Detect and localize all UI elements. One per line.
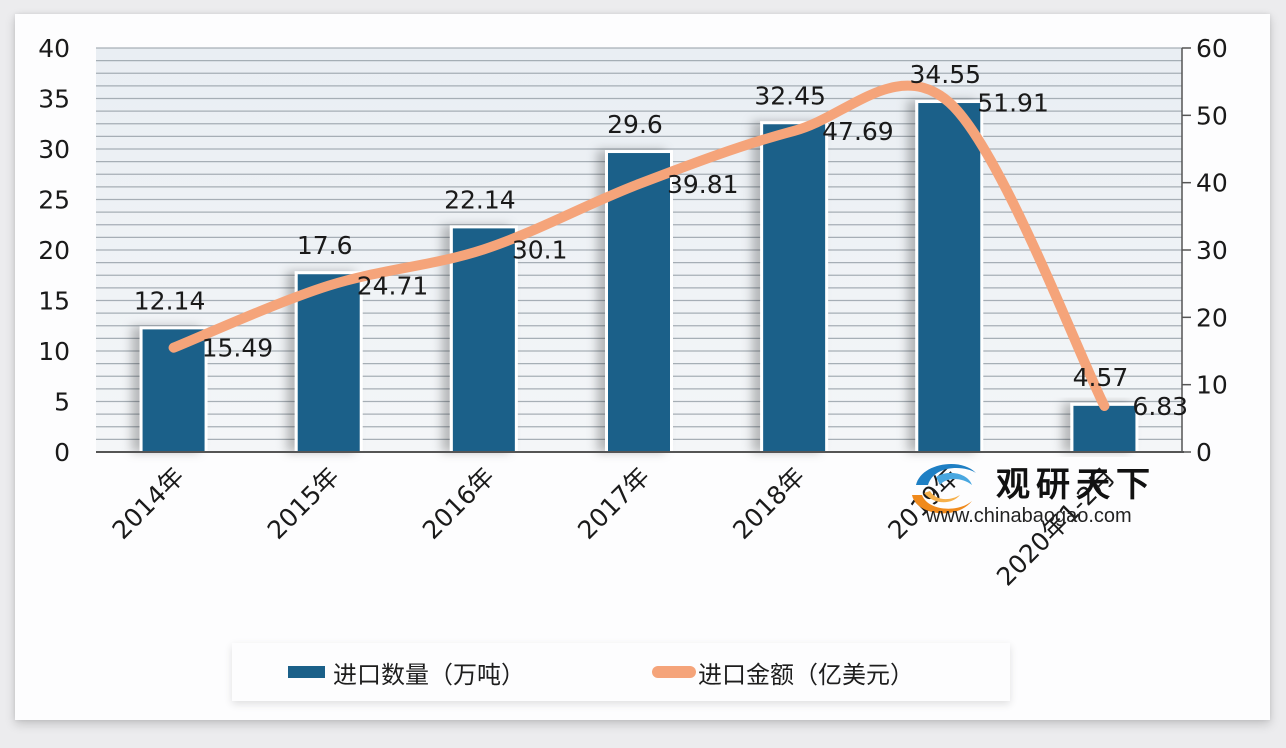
legend-label-amount: 进口金额（亿美元） xyxy=(698,660,914,689)
right-axis-tick-label: 50 xyxy=(1196,101,1228,130)
left-axis-tick-label: 35 xyxy=(38,85,70,114)
legend: 进口数量（万吨） 进口金额（亿美元） xyxy=(232,643,1010,701)
x-axis-label: 2018年 xyxy=(727,462,810,545)
x-axis-label: 2015年 xyxy=(262,462,345,545)
bar-value-label: 4.57 xyxy=(1073,363,1129,392)
right-axis-tick-label: 10 xyxy=(1196,371,1228,400)
line-value-label: 24.71 xyxy=(357,272,429,301)
x-axis-label: 2016年 xyxy=(417,462,500,545)
line-value-label: 39.81 xyxy=(667,170,739,199)
left-axis-tick-label: 30 xyxy=(38,135,70,164)
left-axis-tick-label: 15 xyxy=(38,287,70,316)
legend-label-quantity: 进口数量（万吨） xyxy=(333,660,525,689)
left-axis-tick-label: 40 xyxy=(38,34,70,63)
bar xyxy=(763,124,826,452)
amount-line xyxy=(168,80,1110,412)
watermark-url: www.chinabaogao.com xyxy=(926,505,1132,527)
right-axis-tick-label: 30 xyxy=(1196,236,1228,265)
bar-value-label: 22.14 xyxy=(444,185,516,214)
left-axis-tick-label: 25 xyxy=(38,186,70,215)
watermark-title: 观研天下 xyxy=(996,465,1156,505)
bar-value-label: 34.55 xyxy=(909,60,981,89)
right-axis-tick-label: 40 xyxy=(1196,169,1228,198)
bar xyxy=(608,153,670,453)
legend-item-amount: 进口金额（亿美元） xyxy=(652,643,914,701)
bar xyxy=(297,274,360,452)
watermark: 观研天下 www.chinabaogao.com xyxy=(906,455,1186,535)
line-value-label: 47.69 xyxy=(822,117,894,146)
x-axis-label: 2014年 xyxy=(107,462,190,545)
bar xyxy=(1073,405,1136,452)
bar xyxy=(918,103,981,453)
bar-value-label: 29.6 xyxy=(607,110,663,139)
legend-bar-swatch xyxy=(288,666,325,678)
left-axis-tick-label: 10 xyxy=(38,337,70,366)
data-labels: 12.14 17.6 22.14 29.6 32.45 34.55 4.57 15.49 24.… xyxy=(134,60,1188,421)
legend-item-quantity: 进口数量（万吨） xyxy=(288,643,525,701)
line-value-label: 30.1 xyxy=(512,235,568,264)
axis-tick-labels: 0 5 10 15 20 25 30 35 40 0 10 20 30 40 50 60 xyxy=(38,34,1228,467)
right-axis-tick-label: 60 xyxy=(1196,34,1228,63)
line-value-label: 51.91 xyxy=(977,88,1049,117)
right-axis-tick-label: 20 xyxy=(1196,303,1228,332)
left-axis-tick-label: 5 xyxy=(54,388,70,417)
legend-line-swatch xyxy=(652,666,696,678)
bar-series xyxy=(139,100,1139,453)
right-axis-tick-label: 0 xyxy=(1196,438,1212,467)
line-value-label: 6.83 xyxy=(1132,392,1188,421)
bar xyxy=(452,228,515,452)
bar-value-label: 12.14 xyxy=(134,286,206,315)
left-axis-tick-label: 0 xyxy=(54,438,70,467)
line-value-label: 15.49 xyxy=(202,334,274,363)
line-series xyxy=(168,80,1110,412)
x-axis-label: 2017年 xyxy=(572,462,655,545)
bar-value-label: 17.6 xyxy=(297,231,353,260)
axes xyxy=(96,47,1191,453)
bar-value-label: 32.45 xyxy=(754,81,826,110)
swirl-logo-icon xyxy=(912,463,976,514)
left-axis-tick-label: 20 xyxy=(38,236,70,265)
